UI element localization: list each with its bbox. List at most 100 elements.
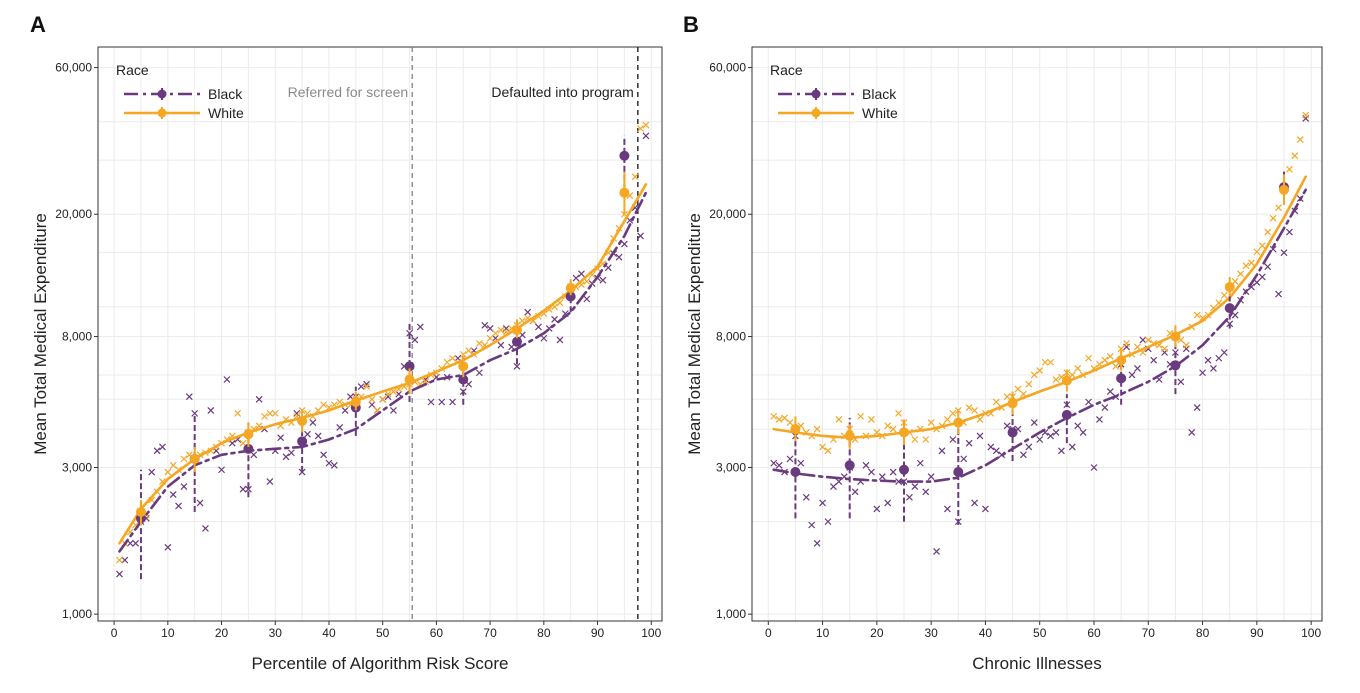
mean-point — [511, 336, 522, 347]
scatter-point — [819, 443, 826, 451]
scatter-black — [770, 114, 1310, 555]
scatter-point — [1128, 371, 1136, 379]
scatter-point — [884, 422, 892, 430]
scatter-point — [884, 499, 892, 507]
x-tick-label: 40 — [322, 626, 336, 640]
scatter-point — [1248, 259, 1255, 267]
scatter-point — [164, 543, 172, 551]
scatter-point — [1134, 365, 1141, 372]
scatter-point — [1101, 356, 1109, 364]
panel-letter: A — [30, 12, 46, 37]
scatter-point — [475, 369, 483, 377]
mean-point — [953, 417, 964, 428]
scatter-point — [1242, 262, 1250, 270]
scatter-point — [1220, 349, 1228, 356]
scatter-point — [1074, 365, 1082, 372]
scatter-point — [1144, 336, 1152, 344]
scatter-point — [1280, 249, 1288, 257]
scatter-point — [492, 329, 499, 337]
panel-a: A 0 10 20 30 40 50 60 70 80 90 100 1,000 3,000 8,000 20… — [30, 12, 663, 673]
scatter-point — [770, 412, 778, 420]
scatter-point — [1085, 354, 1092, 362]
x-tick-label: 40 — [979, 626, 993, 640]
scatter-point — [911, 436, 919, 443]
scatter-point — [1014, 385, 1022, 393]
mean-point — [189, 453, 200, 464]
x-tick-label: 30 — [269, 626, 283, 640]
x-tick-label: 90 — [1250, 626, 1264, 640]
scatter-point — [384, 390, 392, 398]
scatter-point — [1003, 393, 1011, 401]
scatter-point — [1264, 263, 1272, 271]
scatter-point — [287, 449, 295, 457]
scatter-point — [266, 409, 274, 417]
scatter-point — [965, 439, 973, 447]
scatter-point — [873, 505, 881, 513]
x-tick-label: 50 — [376, 626, 390, 640]
mean-point — [565, 283, 576, 294]
legend-marker-black — [157, 89, 167, 99]
scatter-point — [1068, 371, 1076, 379]
scatter-point — [1036, 367, 1044, 375]
y-tick-label: 3,000 — [62, 460, 92, 474]
scatter-point — [824, 447, 832, 455]
reference-label: Referred for screen — [288, 84, 409, 100]
legend-label-black: Black — [208, 86, 243, 102]
scatter-point — [1003, 422, 1011, 430]
scatter-point — [1215, 354, 1223, 362]
x-tick-label: 60 — [1087, 626, 1101, 640]
scatter-point — [851, 488, 859, 496]
legend-marker-black — [811, 89, 821, 99]
x-tick-label: 10 — [816, 626, 830, 640]
y-tick-label: 20,000 — [55, 207, 92, 221]
x-axis-title: Percentile of Algorithm Risk Score — [252, 654, 509, 673]
scatter-point — [922, 436, 930, 443]
scatter-point — [1220, 291, 1228, 299]
scatter-point — [583, 295, 591, 303]
scatter-white — [770, 111, 1310, 455]
scatter-point — [781, 414, 788, 422]
scatter-point — [1025, 380, 1033, 388]
mean-point — [899, 427, 909, 438]
scatter-point — [594, 265, 601, 273]
scatter-point — [1047, 358, 1054, 366]
scatter-point — [336, 398, 344, 406]
scatter-point — [895, 409, 902, 417]
scatter-point — [1237, 270, 1244, 278]
scatter-point — [540, 334, 548, 342]
scatter-point — [449, 354, 456, 362]
scatter-point — [1286, 228, 1293, 236]
scatter-point — [363, 383, 370, 391]
scatter-point — [824, 518, 832, 526]
mean-point — [1116, 355, 1127, 366]
fit-curve-black — [118, 191, 648, 553]
scatter-point — [121, 556, 129, 564]
mean-point — [1224, 281, 1235, 292]
scatter-point — [949, 409, 957, 417]
scatter-point — [775, 416, 783, 423]
mean-point — [297, 436, 308, 447]
scatter-point — [911, 483, 919, 491]
scatter-point — [637, 125, 644, 132]
scatter-point — [449, 398, 456, 406]
scatter-point — [976, 416, 984, 423]
scatter-point — [578, 270, 585, 278]
scatter-point — [1085, 398, 1092, 406]
y-tick-label: 8,000 — [716, 330, 746, 344]
scatter-point — [465, 347, 473, 355]
y-axis-title: Mean Total Medical Expenditure — [31, 213, 50, 455]
x-tick-label: 70 — [1142, 626, 1156, 640]
mean-point — [511, 325, 522, 336]
scatter-point — [895, 478, 902, 485]
scatter-point — [234, 409, 242, 417]
x-tick-label: 20 — [870, 626, 884, 640]
mean-point — [1170, 360, 1181, 371]
scatter-point — [631, 173, 639, 181]
scatter-point — [944, 505, 951, 513]
mean-point — [1116, 373, 1127, 384]
scatter-point — [1193, 311, 1201, 319]
y-tick-label: 8,000 — [62, 330, 92, 344]
scatter-point — [1275, 290, 1282, 298]
legend-label-white: White — [862, 105, 898, 121]
scatter-point — [1096, 416, 1103, 423]
